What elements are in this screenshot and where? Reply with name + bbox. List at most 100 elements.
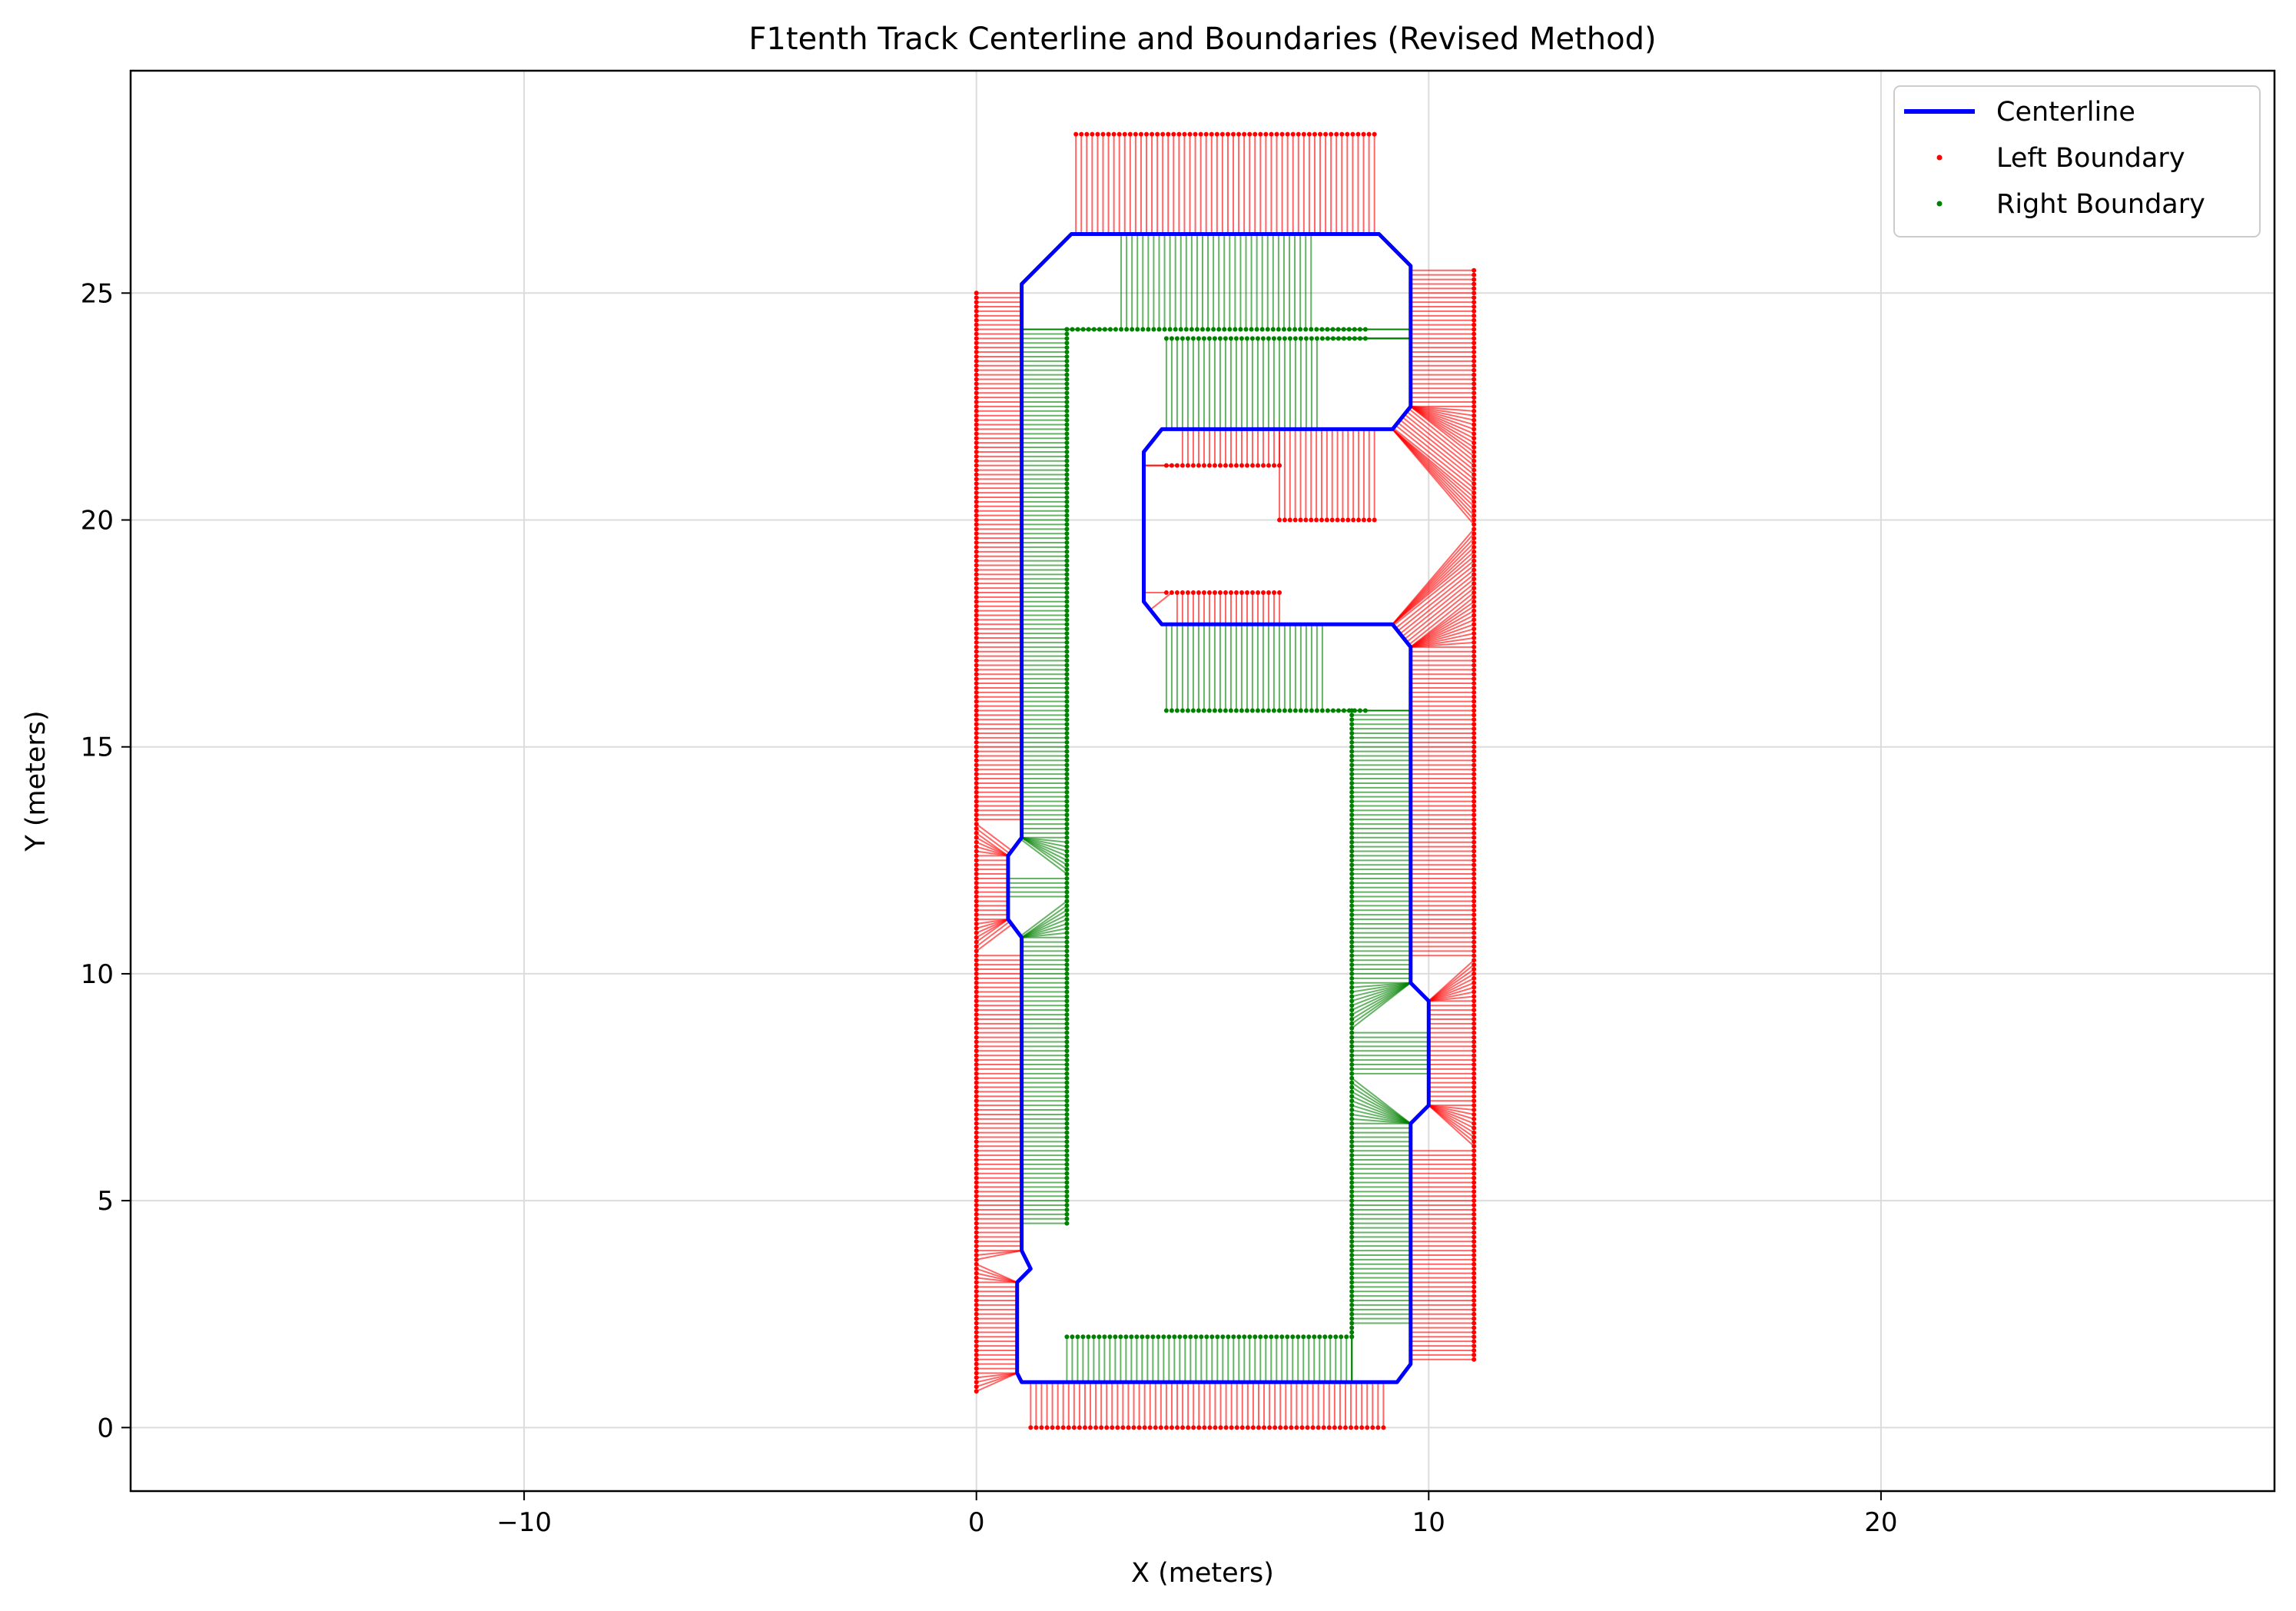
right-boundary-point — [1253, 1334, 1258, 1340]
left-boundary-point — [1310, 1425, 1316, 1430]
left-boundary-point — [974, 935, 979, 940]
left-boundary-point — [1073, 131, 1079, 137]
right-boundary-point — [1349, 862, 1355, 868]
left-boundary-point — [1272, 463, 1277, 468]
right-boundary-point — [1075, 1334, 1080, 1340]
right-boundary-point — [1064, 354, 1070, 359]
left-boundary-point — [974, 1075, 979, 1081]
left-boundary-point — [1198, 131, 1203, 137]
right-boundary-point — [1064, 1008, 1070, 1013]
left-boundary-point — [1471, 858, 1477, 863]
right-boundary-point — [1349, 1302, 1355, 1307]
right-boundary-point — [1064, 404, 1070, 409]
left-boundary-point — [1471, 1035, 1477, 1040]
right-boundary-point — [1064, 1180, 1070, 1185]
left-boundary-point — [1471, 812, 1477, 818]
left-boundary-point — [1471, 617, 1477, 623]
right-boundary-point — [1349, 1207, 1355, 1212]
left-boundary-point — [1471, 1071, 1477, 1076]
left-boundary-point — [1471, 586, 1477, 591]
left-boundary-point — [974, 422, 979, 427]
left-boundary-point — [1147, 1425, 1153, 1430]
right-boundary-point — [1349, 912, 1355, 918]
left-boundary-point — [1323, 131, 1329, 137]
left-boundary-point — [1471, 345, 1477, 350]
right-boundary-point — [1349, 1211, 1355, 1217]
left-boundary-point — [974, 1016, 979, 1021]
left-boundary-point — [974, 839, 979, 845]
left-boundary-point — [974, 1130, 979, 1135]
left-boundary-point — [974, 825, 979, 831]
right-boundary-point — [1064, 327, 1070, 332]
right-boundary-point — [1349, 971, 1355, 976]
left-boundary-point — [1471, 1094, 1477, 1099]
left-boundary-point — [1471, 358, 1477, 364]
left-boundary-point — [974, 590, 979, 595]
right-boundary-point — [1238, 327, 1243, 332]
left-boundary-point — [974, 594, 979, 600]
left-boundary-connector — [1392, 428, 1475, 498]
right-boundary-point — [1349, 939, 1355, 945]
right-boundary-point — [1064, 1211, 1070, 1217]
left-boundary-point — [974, 1025, 979, 1031]
left-boundary-point — [1471, 975, 1477, 981]
right-boundary-point — [1064, 948, 1070, 954]
left-boundary-point — [974, 345, 979, 350]
left-boundary-point — [1471, 1325, 1477, 1330]
left-boundary-point — [1471, 799, 1477, 804]
right-boundary-point — [1349, 1153, 1355, 1158]
right-boundary-point — [1064, 735, 1070, 740]
left-boundary-point — [974, 980, 979, 985]
right-boundary-point — [1282, 708, 1287, 713]
right-boundary-point — [1064, 731, 1070, 736]
right-boundary-point — [1259, 327, 1265, 332]
right-boundary-point — [1270, 327, 1276, 332]
right-boundary-point — [1309, 327, 1314, 332]
right-boundary-point — [1349, 1016, 1355, 1021]
left-boundary-point — [1471, 622, 1477, 627]
left-boundary-point — [974, 572, 979, 577]
right-boundary-point — [1349, 722, 1355, 727]
left-boundary-point — [974, 1108, 979, 1113]
right-boundary-point — [1064, 449, 1070, 454]
left-boundary-point — [1471, 1275, 1477, 1280]
right-boundary-point — [1064, 998, 1070, 1004]
left-boundary-point — [1263, 131, 1269, 137]
right-boundary-point — [1064, 1089, 1070, 1094]
right-boundary-point — [1118, 1334, 1123, 1340]
right-boundary-point — [1349, 812, 1355, 818]
right-boundary-point — [1064, 1071, 1070, 1076]
right-boundary-point — [1178, 327, 1183, 332]
left-boundary-point — [1274, 131, 1279, 137]
right-boundary-point — [1349, 1271, 1355, 1276]
right-boundary-point — [1274, 1334, 1279, 1340]
left-boundary-connector — [1397, 422, 1475, 485]
left-boundary-point — [974, 1071, 979, 1076]
right-boundary-point — [1174, 336, 1180, 341]
left-boundary-point — [1471, 1216, 1477, 1221]
left-boundary-point — [1144, 131, 1150, 137]
left-boundary-point — [974, 540, 979, 546]
right-boundary-point — [1357, 708, 1362, 713]
left-boundary-point — [1234, 1425, 1239, 1430]
left-boundary-point — [974, 885, 979, 890]
left-boundary-point — [974, 835, 979, 840]
left-boundary-point — [974, 477, 979, 482]
right-boundary-point — [1064, 930, 1070, 935]
left-boundary-connector — [976, 923, 1013, 952]
right-boundary-point — [1156, 327, 1162, 332]
left-boundary-point — [1471, 1357, 1477, 1362]
left-boundary-point — [1471, 749, 1477, 754]
left-boundary-point — [1471, 989, 1477, 995]
left-boundary-point — [974, 1134, 979, 1140]
left-boundary-point — [974, 762, 979, 768]
right-boundary-point — [1064, 899, 1070, 904]
right-boundary-point — [1064, 1148, 1070, 1154]
left-boundary-point — [1282, 517, 1287, 523]
left-boundary-point — [974, 681, 979, 686]
right-boundary-point — [1185, 708, 1190, 713]
left-boundary-point — [974, 1380, 979, 1385]
right-boundary-point — [1064, 490, 1070, 496]
right-boundary-point — [1064, 586, 1070, 591]
left-boundary-point — [1471, 463, 1477, 468]
